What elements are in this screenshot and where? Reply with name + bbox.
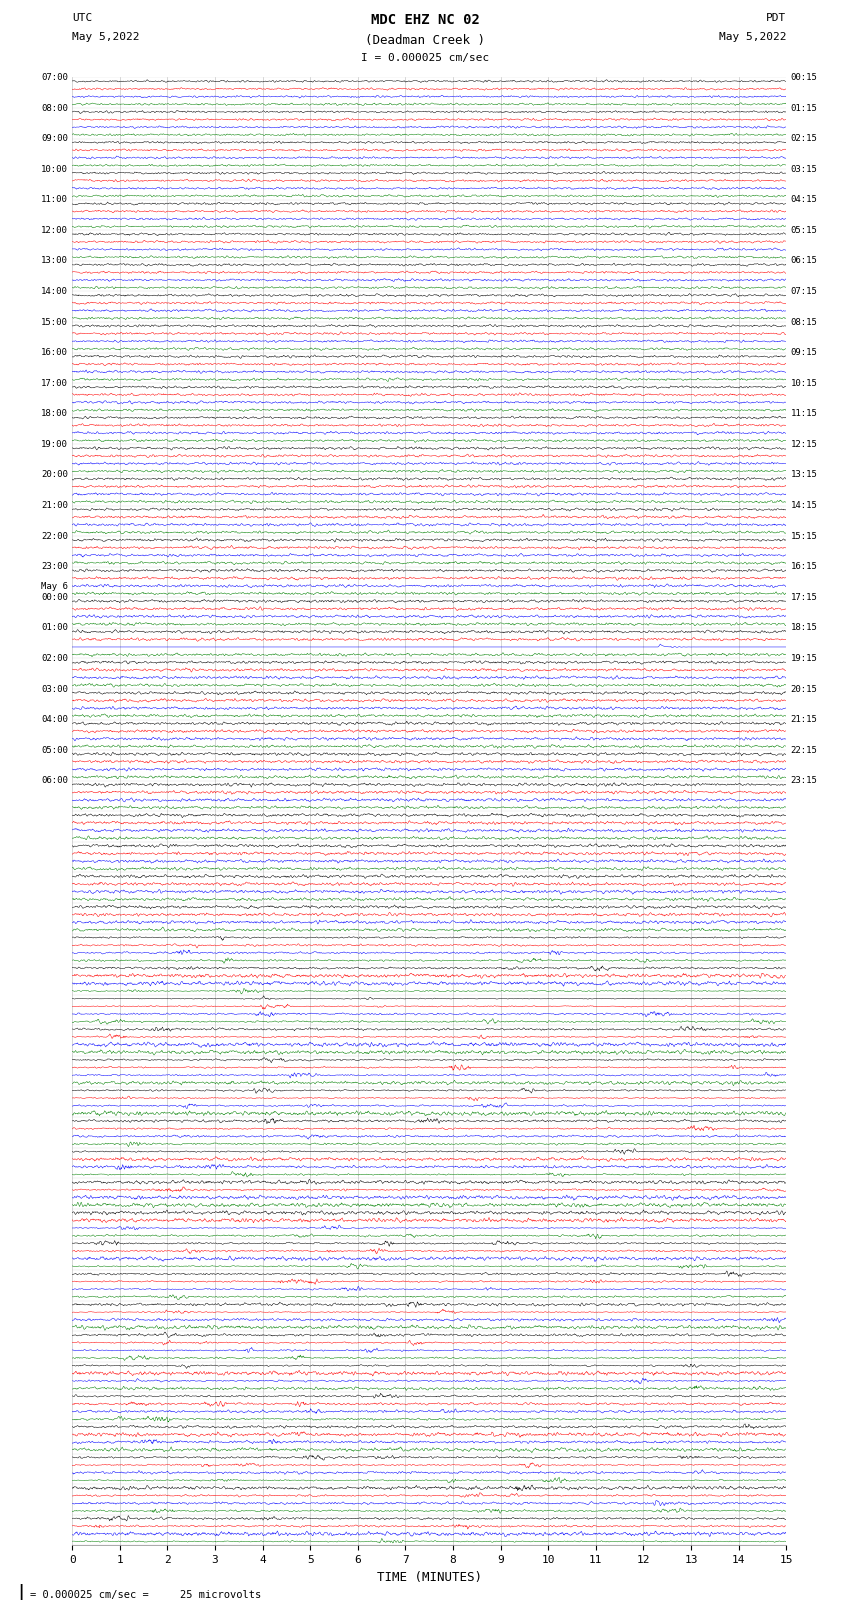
- Text: May 6: May 6: [41, 582, 68, 590]
- Text: 19:00: 19:00: [41, 440, 68, 448]
- Text: 13:15: 13:15: [790, 471, 818, 479]
- Text: 18:00: 18:00: [41, 410, 68, 418]
- X-axis label: TIME (MINUTES): TIME (MINUTES): [377, 1571, 482, 1584]
- Text: 17:00: 17:00: [41, 379, 68, 387]
- Text: 08:00: 08:00: [41, 103, 68, 113]
- Text: 22:00: 22:00: [41, 532, 68, 540]
- Text: 07:00: 07:00: [41, 73, 68, 82]
- Text: 04:15: 04:15: [790, 195, 818, 205]
- Text: 01:00: 01:00: [41, 623, 68, 632]
- Text: 23:00: 23:00: [41, 563, 68, 571]
- Text: 22:15: 22:15: [790, 745, 818, 755]
- Text: 00:00: 00:00: [41, 594, 68, 602]
- Text: 04:00: 04:00: [41, 715, 68, 724]
- Text: 12:00: 12:00: [41, 226, 68, 235]
- Text: 17:15: 17:15: [790, 594, 818, 602]
- Text: MDC EHZ NC 02: MDC EHZ NC 02: [371, 13, 479, 27]
- Text: 15:15: 15:15: [790, 532, 818, 540]
- Text: 08:15: 08:15: [790, 318, 818, 326]
- Text: = 0.000025 cm/sec =     25 microvolts: = 0.000025 cm/sec = 25 microvolts: [30, 1590, 261, 1600]
- Text: May 5,2022: May 5,2022: [719, 32, 786, 42]
- Text: PDT: PDT: [766, 13, 786, 23]
- Text: 11:00: 11:00: [41, 195, 68, 205]
- Text: I = 0.000025 cm/sec: I = 0.000025 cm/sec: [361, 53, 489, 63]
- Text: 10:15: 10:15: [790, 379, 818, 387]
- Text: May 5,2022: May 5,2022: [72, 32, 139, 42]
- Text: 13:00: 13:00: [41, 256, 68, 266]
- Text: 15:00: 15:00: [41, 318, 68, 326]
- Text: 02:15: 02:15: [790, 134, 818, 144]
- Text: 09:00: 09:00: [41, 134, 68, 144]
- Text: 03:00: 03:00: [41, 684, 68, 694]
- Text: 23:15: 23:15: [790, 776, 818, 786]
- Text: UTC: UTC: [72, 13, 93, 23]
- Text: 00:15: 00:15: [790, 73, 818, 82]
- Text: 02:00: 02:00: [41, 653, 68, 663]
- Text: 01:15: 01:15: [790, 103, 818, 113]
- Text: |: |: [17, 1584, 26, 1600]
- Text: 11:15: 11:15: [790, 410, 818, 418]
- Text: 16:15: 16:15: [790, 563, 818, 571]
- Text: 16:00: 16:00: [41, 348, 68, 356]
- Text: 06:00: 06:00: [41, 776, 68, 786]
- Text: 14:00: 14:00: [41, 287, 68, 295]
- Text: 21:00: 21:00: [41, 502, 68, 510]
- Text: 10:00: 10:00: [41, 165, 68, 174]
- Text: 20:00: 20:00: [41, 471, 68, 479]
- Text: 12:15: 12:15: [790, 440, 818, 448]
- Text: 14:15: 14:15: [790, 502, 818, 510]
- Text: 05:15: 05:15: [790, 226, 818, 235]
- Text: 19:15: 19:15: [790, 653, 818, 663]
- Text: 06:15: 06:15: [790, 256, 818, 266]
- Text: 20:15: 20:15: [790, 684, 818, 694]
- Text: 09:15: 09:15: [790, 348, 818, 356]
- Text: 18:15: 18:15: [790, 623, 818, 632]
- Text: 03:15: 03:15: [790, 165, 818, 174]
- Text: 21:15: 21:15: [790, 715, 818, 724]
- Text: 05:00: 05:00: [41, 745, 68, 755]
- Text: 07:15: 07:15: [790, 287, 818, 295]
- Text: (Deadman Creek ): (Deadman Creek ): [365, 34, 485, 47]
